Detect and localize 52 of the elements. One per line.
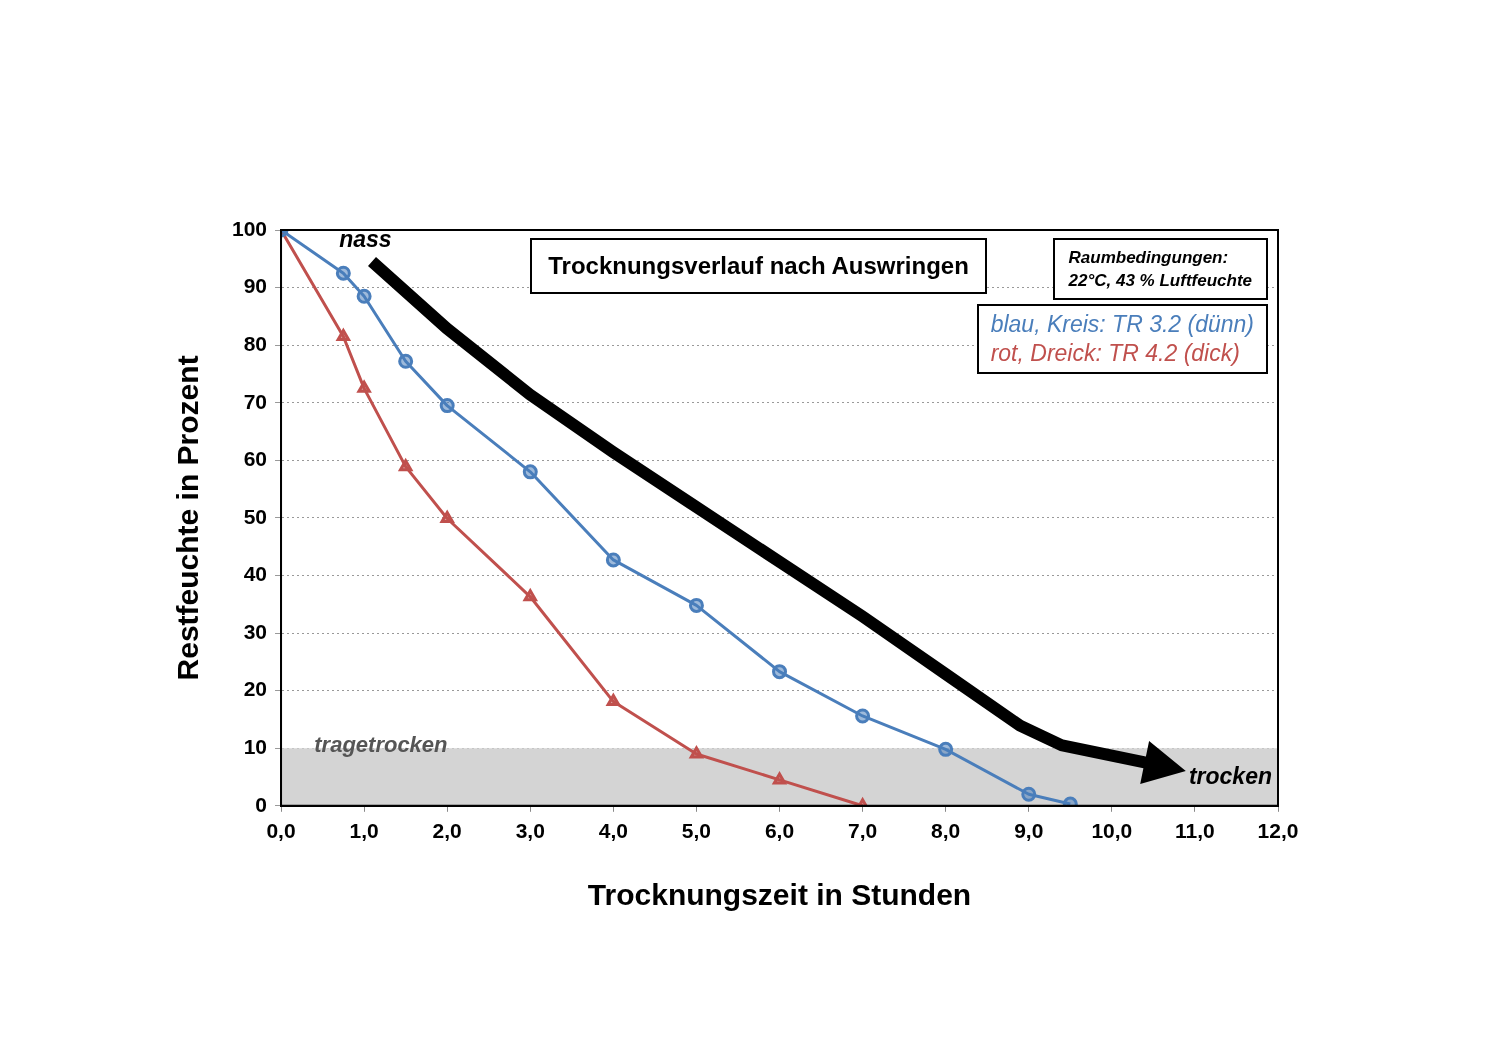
y-tick-label: 10 (243, 735, 268, 759)
point (606, 694, 621, 707)
point (523, 589, 537, 602)
point (772, 772, 787, 785)
annotation: tragetrocken (314, 732, 448, 759)
annotation: trocken (1188, 763, 1272, 790)
y-tick-label: 80 (243, 331, 268, 355)
text: Trocknungsverlauf nach Auswringen (530, 238, 987, 294)
x-tick-label: 9,0 (1014, 819, 1044, 843)
point (357, 380, 371, 393)
x-tick-label: 1,0 (349, 819, 379, 843)
annotation: Raumbedingungen: 22°C, 43 % Luftfeuchte (1052, 238, 1268, 300)
y-tick-label: 60 (243, 447, 268, 471)
point (522, 464, 538, 480)
y-tick-label: 0 (255, 792, 268, 816)
x-tick-label: 11,0 (1175, 819, 1215, 843)
y-tick-label: 20 (243, 677, 268, 701)
x-tick-label: 12,0 (1257, 819, 1299, 843)
point (1021, 786, 1037, 802)
point (688, 597, 704, 613)
point (335, 265, 351, 281)
x-axis-title: Trocknungszeit in Stunden (587, 878, 972, 912)
y-tick-label: 90 (243, 274, 268, 298)
point (398, 459, 413, 472)
annotation: nass (339, 226, 392, 253)
x-tick-label: 0,0 (266, 819, 296, 843)
point (772, 664, 788, 680)
x-tick-label: 8,0 (931, 819, 961, 843)
x-tick-label: 4,0 (598, 819, 628, 843)
text: blau, Kreis: TR 3.2 (dünn) (990, 310, 1254, 339)
point (336, 329, 351, 342)
point (689, 746, 704, 759)
text: rot, Dreick: TR 4.2 (dick) (990, 339, 1241, 368)
point (398, 353, 414, 369)
point (356, 288, 372, 304)
point (440, 510, 454, 523)
x-tick-label: 3,0 (515, 819, 545, 843)
x-tick-label: 7,0 (848, 819, 878, 843)
x-tick-label: 10,0 (1091, 819, 1133, 843)
x-tick-label: 5,0 (681, 819, 712, 843)
point (605, 552, 621, 568)
point (855, 708, 871, 724)
point (439, 398, 455, 414)
point (938, 741, 954, 757)
y-tick-label: 50 (243, 504, 268, 528)
y-tick-label: 30 (243, 619, 268, 643)
y-tick-label: 40 (243, 562, 268, 586)
y-tick-label: 100 (231, 216, 268, 240)
x-tick-label: 2,0 (432, 819, 462, 843)
y-axis-title: Restfeuchte in Prozent (171, 355, 205, 681)
x-tick-label: 6,0 (764, 819, 795, 843)
y-tick-label: 70 (243, 389, 268, 413)
